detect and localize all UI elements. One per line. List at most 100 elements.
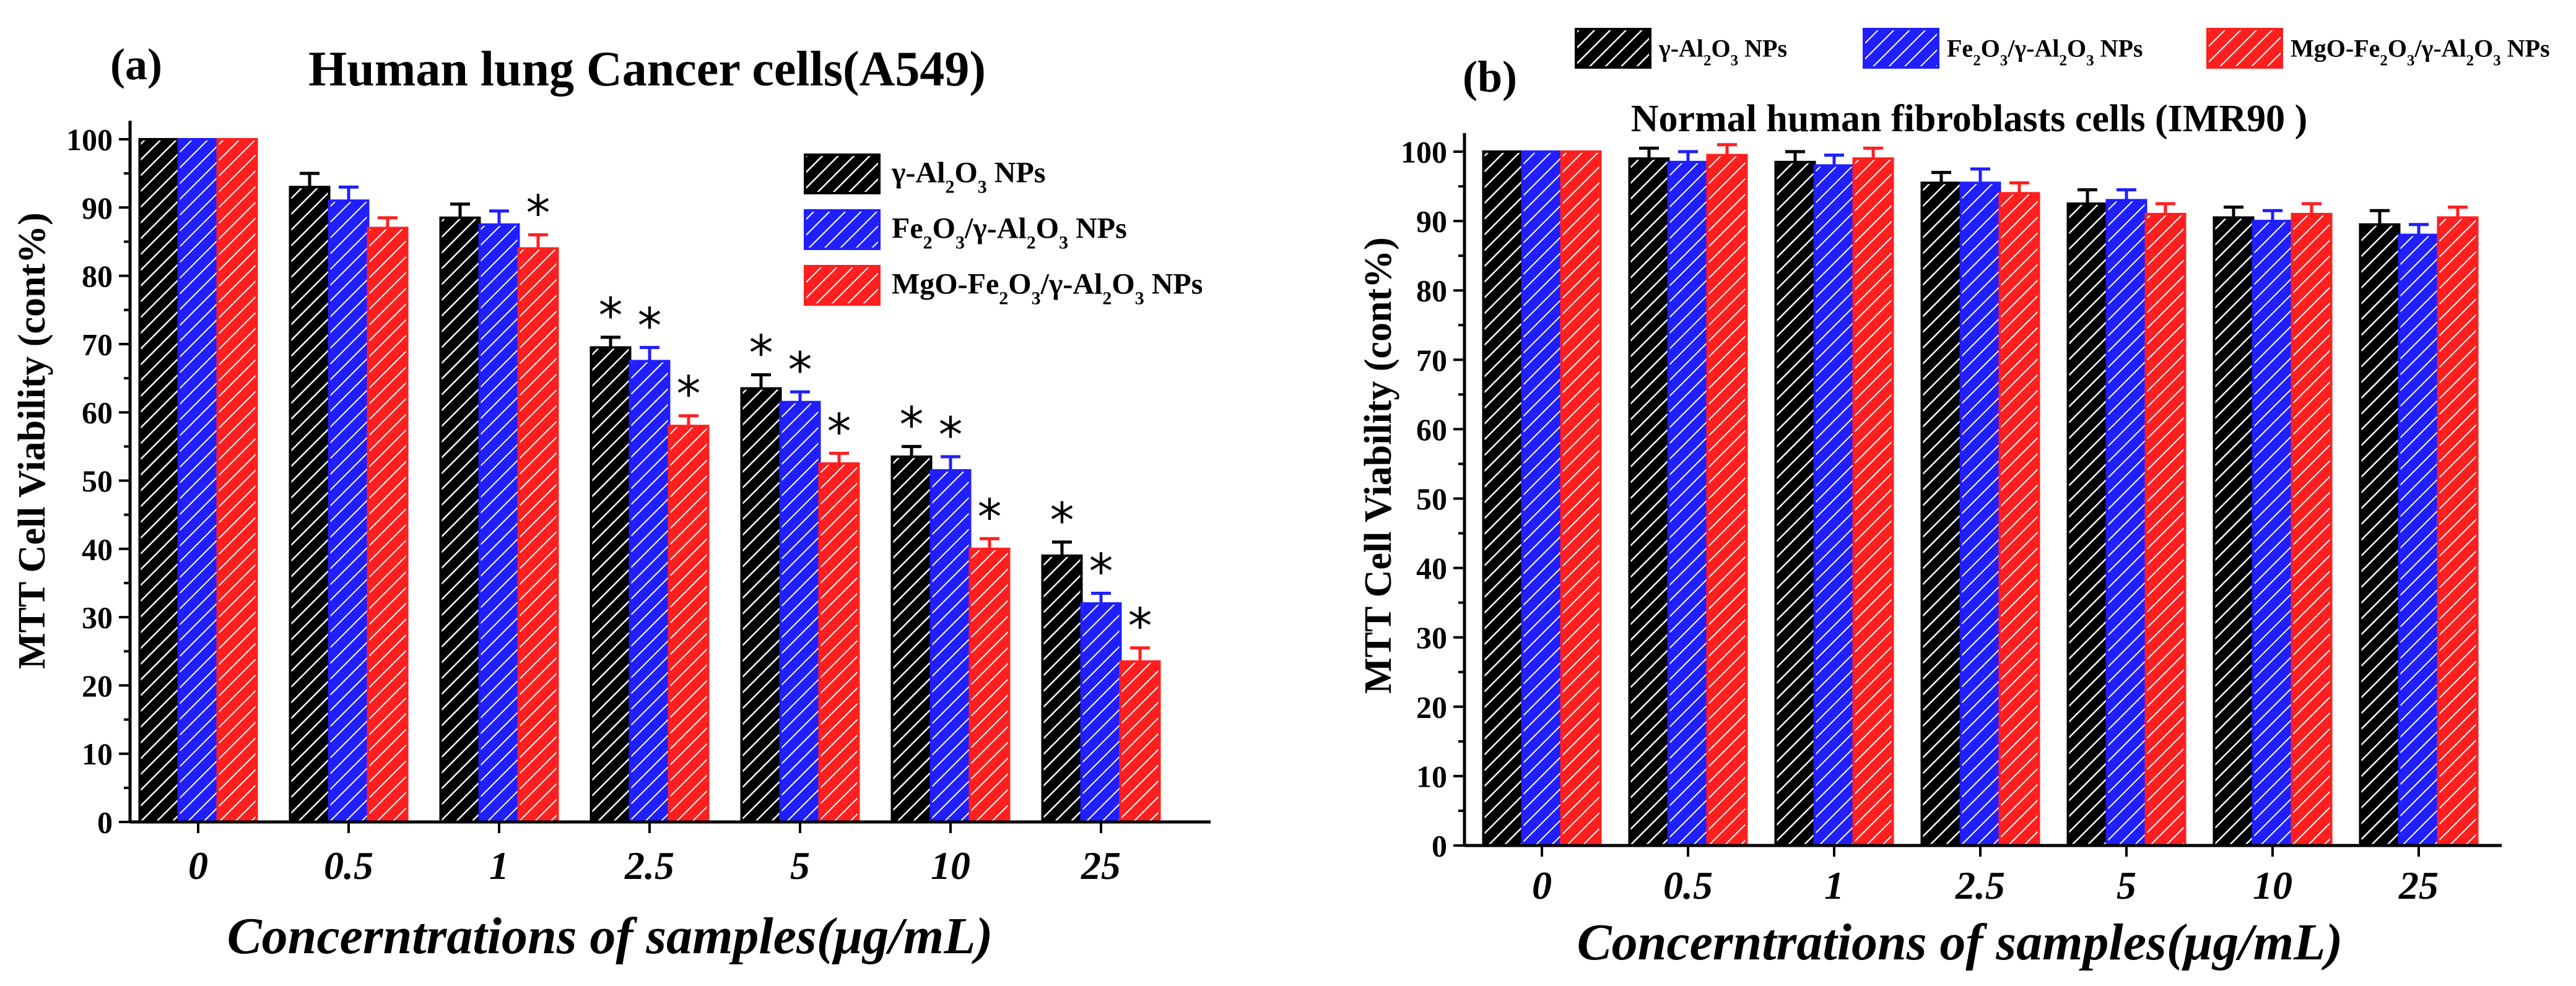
error-bar-b-s2-c5: [2302, 202, 2321, 214]
x-tick-label-a-4: 5: [790, 844, 810, 888]
bar-a-s2-c5: [968, 547, 1011, 823]
panel-a-axes: [128, 121, 1211, 824]
error-bar-b-s2-c4: [2156, 202, 2175, 214]
bar-a-s2-c1: [367, 227, 409, 823]
error-bar-b-s2-c1: [1717, 143, 1737, 155]
legend-label-a-g: γ-Al2O3 NPs: [891, 157, 1045, 197]
bar-a-s2-c6: [1119, 660, 1161, 824]
error-bar-b-s1-c3: [1970, 167, 1990, 183]
bar-b-s0-c5: [2213, 216, 2255, 847]
panel-a-label: (a): [110, 40, 162, 89]
bar-b-s2-c0: [1560, 150, 1602, 847]
legend-swatch-b-fe: [1863, 28, 1939, 69]
y-tick-label-a-3: 30: [82, 600, 113, 635]
panel-a-y-axis-label: MTT Cell Viability (cont%): [11, 212, 53, 669]
bar-a-s0-c3: [590, 346, 632, 823]
error-bar-a-s2-c4: [829, 451, 849, 464]
panel-a-title: Human lung Cancer cells(A549): [308, 42, 986, 97]
y-tick-label-a-2: 20: [82, 668, 113, 703]
error-bar-b-s1-c2: [1824, 154, 1844, 166]
x-tick-label-b-6: 25: [2398, 863, 2439, 907]
legend-label-b-g: γ-Al2O3 NPs: [1658, 35, 1787, 69]
bar-a-s1-c3: [629, 360, 671, 823]
significance-star-a-s2-c3: *: [677, 367, 701, 423]
bar-b-s0-c0: [1482, 150, 1524, 847]
error-bar-b-s1-c6: [2409, 223, 2429, 235]
y-tick-label-a-7: 70: [82, 327, 113, 361]
y-tick-label-b-1: 10: [1416, 759, 1447, 794]
bar-b-s1-c6: [2398, 233, 2440, 847]
bar-a-s2-c2: [517, 247, 559, 824]
x-tick-label-a-6: 25: [1081, 844, 1121, 888]
error-bar-b-s0-c6: [2370, 209, 2390, 225]
legend-swatch-b-g: [1575, 28, 1651, 69]
legend-entry-a-mg: MgO-Fe2O3/γ-Al2O3 NPs: [804, 265, 1203, 308]
error-bar-a-s2-c1: [378, 216, 398, 228]
error-bar-b-s0-c1: [1639, 146, 1659, 159]
error-bar-a-s1-c3: [640, 345, 659, 361]
legend-label-a-fe: Fe2O3/γ-Al2O3 NPs: [892, 212, 1127, 253]
bar-b-s1-c1: [1667, 160, 1709, 847]
bar-b-s1-c5: [2252, 220, 2294, 847]
panel-a-x-axis-label: Concerntrations of samples(μg/mL): [227, 907, 993, 965]
y-tick-label-a-10: 100: [66, 123, 113, 157]
y-tick-label-a-1: 10: [82, 737, 113, 771]
panel-b-y-axis-label: MTT Cell Viability (cont%): [1357, 237, 1399, 694]
significance-star-a-s2-c2: *: [526, 186, 550, 241]
bar-a-s1-c2: [478, 223, 520, 823]
error-bar-a-s0-c6: [1052, 540, 1072, 556]
error-bar-a-s2-c5: [980, 537, 999, 549]
bar-a-s1-c5: [929, 469, 972, 823]
significance-star-a-s0-c6: *: [1050, 493, 1074, 549]
legend-entry-a-fe: Fe2O3/γ-Al2O3 NPs: [804, 209, 1127, 253]
y-tick-label-a-5: 50: [82, 464, 113, 498]
bar-a-s0-c6: [1041, 554, 1083, 824]
bar-a-s0-c2: [439, 216, 481, 824]
x-tick-label-a-1: 0.5: [324, 844, 373, 888]
bar-a-s2-c4: [818, 462, 860, 823]
significance-star-a-s2-c5: *: [978, 490, 1002, 545]
bar-a-s1-c4: [779, 400, 821, 823]
error-bar-a-s1-c1: [339, 185, 359, 201]
error-bar-b-s1-c4: [2117, 188, 2136, 201]
y-tick-label-b-4: 40: [1416, 551, 1447, 586]
significance-star-a-s0-c3: *: [599, 288, 623, 344]
x-tick-label-a-0: 0: [188, 844, 208, 888]
error-bar-b-s1-c1: [1678, 150, 1698, 162]
panel-a-legend: γ-Al2O3 NPs Fe2O3/γ-Al2O3 NPs MgO-Fe2O3/γ-…: [804, 154, 1203, 308]
x-tick-label-a-3: 2.5: [624, 844, 674, 888]
x-tick-label-b-5: 10: [2253, 863, 2292, 907]
error-bar-b-s2-c2: [1863, 146, 1883, 159]
panel-b-title: Normal human fibroblasts cells (IMR90 ): [1631, 98, 2307, 140]
legend-entry-a-g: γ-Al2O3 NPs: [804, 154, 1045, 197]
bar-b-s2-c5: [2291, 212, 2333, 847]
error-bar-a-s1-c4: [790, 390, 810, 402]
error-bar-a-s2-c2: [528, 233, 548, 249]
bar-b-s2-c4: [2144, 212, 2187, 847]
legend-swatch-a-g: [804, 154, 881, 194]
y-tick-label-a-9: 90: [82, 191, 113, 225]
x-tick-label-b-2: 1: [1824, 863, 1844, 907]
panel-b-x-ticks: 0 0.5 1 2.5 5 10 25: [1532, 845, 2439, 907]
x-tick-label-b-3: 2.5: [1955, 863, 2005, 907]
y-tick-label-a-0: 0: [97, 805, 113, 840]
panel-b-error-bars: [1639, 143, 2468, 235]
y-tick-label-b-9: 90: [1416, 204, 1447, 239]
panel-b-x-axis-label: Concerntrations of samples(μg/mL): [1577, 914, 2343, 971]
x-tick-label-b-0: 0: [1532, 863, 1552, 907]
y-tick-label-b-10: 100: [1401, 135, 1447, 170]
error-bar-b-s0-c4: [2078, 188, 2097, 204]
y-tick-label-b-0: 0: [1432, 829, 1447, 863]
panel-b-label: (b): [1463, 52, 1517, 102]
error-bar-b-s0-c3: [1931, 171, 1951, 183]
error-bar-a-s0-c1: [300, 171, 320, 188]
bar-b-s0-c1: [1628, 157, 1670, 847]
y-tick-label-a-6: 60: [82, 396, 113, 430]
bar-b-s1-c0: [1521, 150, 1563, 847]
legend-label-b-mg: MgO-Fe2O3/γ-Al2O3 NPs: [2291, 35, 2550, 69]
error-bar-b-s2-c6: [2448, 205, 2468, 218]
panel-a-x-ticks: 0 0.5 1 2.5 5 10 25: [188, 822, 1121, 888]
error-bar-a-s1-c6: [1091, 591, 1111, 604]
error-bar-a-s0-c4: [751, 373, 771, 389]
panel-a-y-ticks: 0 10 20 30 40 50 60 70 80 90 100: [66, 123, 130, 840]
